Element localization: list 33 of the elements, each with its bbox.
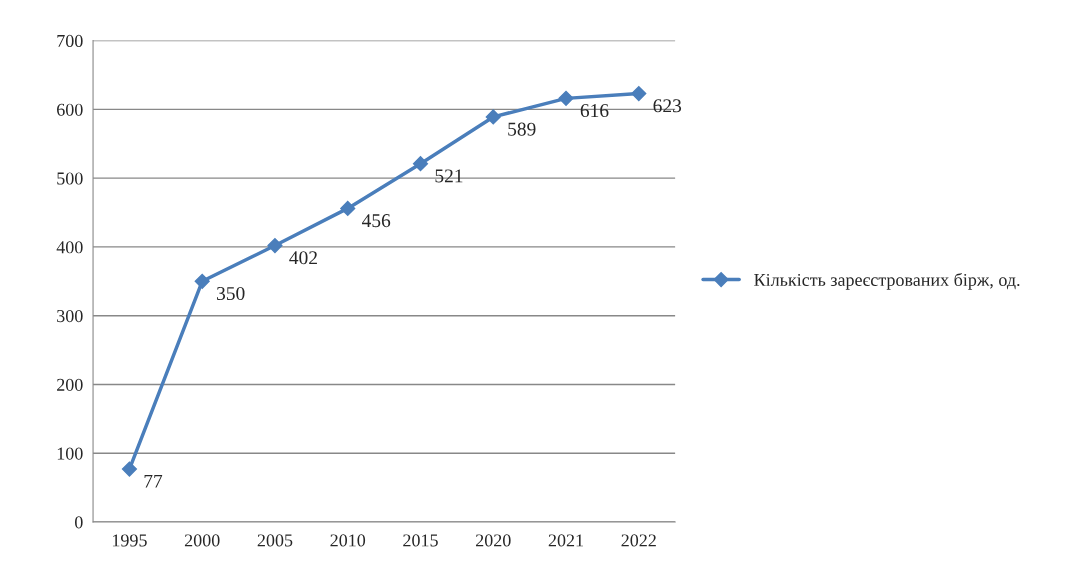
x-tick-label: 2015 [403, 534, 438, 547]
point [267, 237, 283, 254]
y-tick-label: 200 [57, 378, 83, 391]
data-label: 623 [653, 99, 682, 113]
data-label: 456 [362, 214, 391, 228]
x-tick-label: 2022 [621, 534, 656, 547]
y-tick-label: 300 [57, 309, 83, 323]
x-tick-label: 2005 [257, 534, 293, 547]
y-tick-label: 100 [57, 447, 83, 460]
point [340, 200, 356, 216]
data-label: 77 [144, 474, 163, 488]
x-tick-label: 2021 [548, 534, 583, 547]
x-tick-label: 2020 [475, 534, 511, 547]
x-tick-label: 2010 [330, 534, 366, 547]
y-tick-label: 0 [74, 516, 83, 529]
data-label: 402 [289, 251, 317, 265]
data-label: 350 [217, 286, 245, 301]
y-tick-label: 400 [56, 241, 83, 254]
y-tick-label: 700 [57, 34, 83, 48]
point [485, 109, 501, 125]
data-label: 589 [508, 122, 536, 136]
x-tick-label: 2000 [184, 534, 220, 547]
legend-label: Кількість зареєстрованих бірж, од. [754, 272, 1020, 290]
y-tick-label: 500 [57, 172, 83, 185]
point [412, 156, 429, 172]
point [631, 85, 647, 102]
data-label: 616 [580, 104, 609, 118]
point [194, 273, 210, 289]
point [558, 90, 574, 106]
point [121, 461, 138, 477]
data-label: 521 [435, 169, 463, 183]
x-tick-label: 1995 [112, 534, 147, 547]
y-tick-label: 600 [57, 103, 83, 116]
